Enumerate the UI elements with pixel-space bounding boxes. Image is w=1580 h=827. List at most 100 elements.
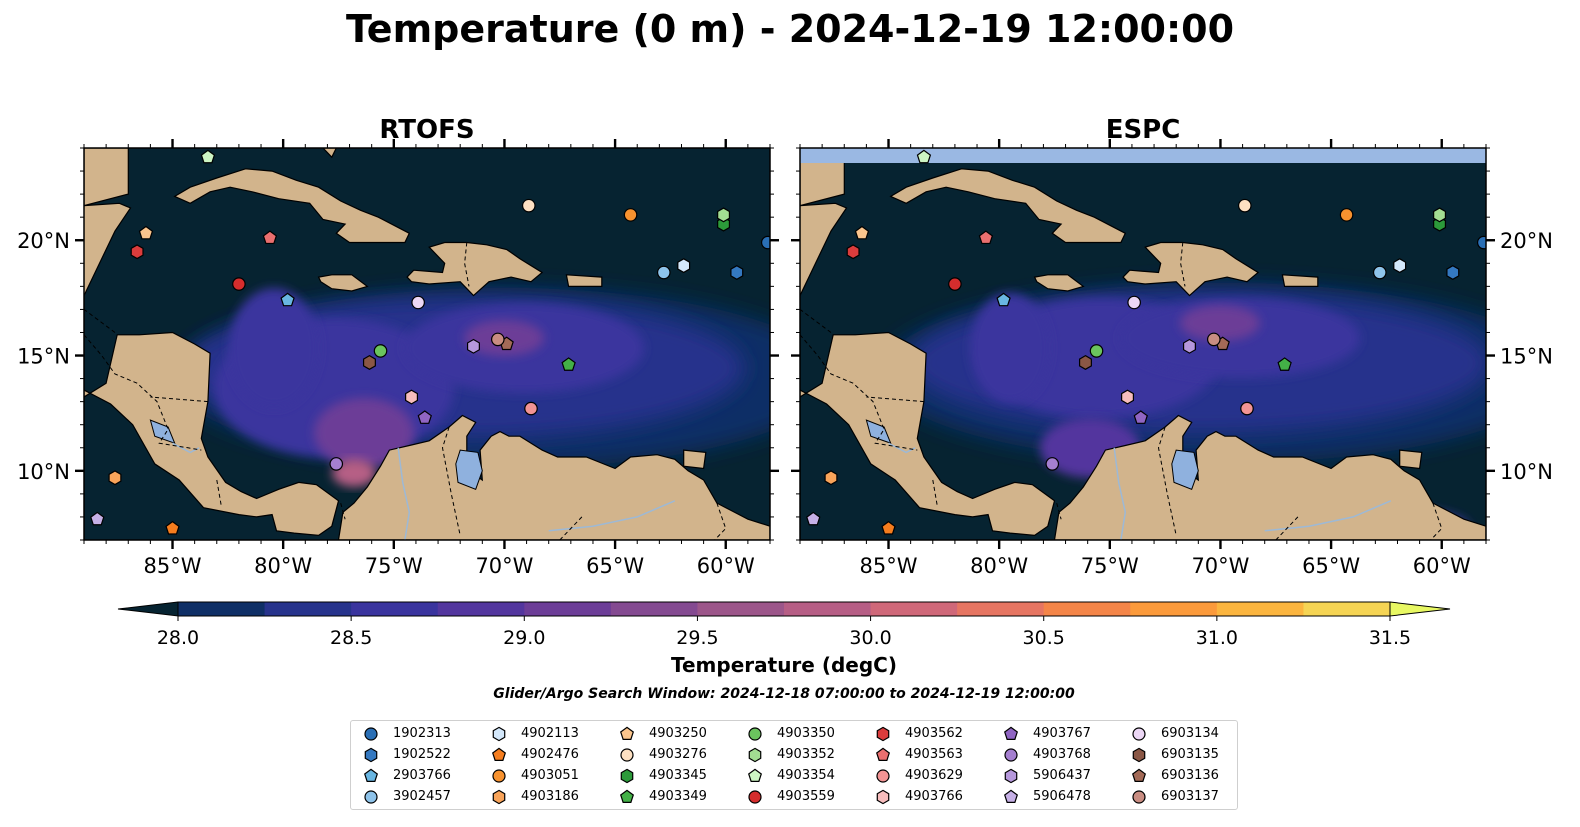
platform-marker-4903562 xyxy=(130,244,144,260)
country-border xyxy=(1157,426,1177,536)
colorbar: 28.0 28.5 29.0 29.5 30.0 30.5 31.0 31.5 xyxy=(117,601,1451,649)
platform-marker-5906478 xyxy=(806,511,821,526)
panel-title-espc: ESPC xyxy=(1106,115,1181,145)
colorbar-segment xyxy=(1303,602,1391,616)
legend-swatch xyxy=(492,747,506,761)
country-border xyxy=(1430,502,1443,540)
colorbar-segment xyxy=(351,602,439,616)
legend-swatch xyxy=(876,768,890,783)
platform-marker-5906437 xyxy=(466,338,480,354)
map-panel-rtofs: RTOFS 85°W 80°W 75°W 70°W 65°W 60°W 10°N 15°N 20… xyxy=(17,115,779,578)
platform-marker-6903137 xyxy=(491,332,505,347)
legend-swatch xyxy=(748,747,762,762)
map-frame xyxy=(799,147,1487,541)
land-puerto-rico xyxy=(565,274,603,287)
legend-label: 6903135 xyxy=(1161,747,1219,762)
platform-marker-4902476 xyxy=(165,520,180,535)
no-data-band xyxy=(800,148,1486,163)
land-jamaica xyxy=(317,274,369,292)
land-honduras-nicaragua xyxy=(800,331,1056,540)
lake xyxy=(865,419,892,445)
platform-marker-1902522 xyxy=(1446,265,1460,281)
legend-swatch xyxy=(1132,789,1146,804)
legend-swatch xyxy=(748,768,762,782)
x-tick-label: 60°W xyxy=(697,554,755,578)
legend-swatch xyxy=(620,768,634,783)
land-trinidad xyxy=(683,449,707,470)
legend-label: 4903629 xyxy=(905,768,963,783)
legend-label: 2903766 xyxy=(393,768,451,783)
country-border xyxy=(1275,516,1299,540)
platform-marker-4902476 xyxy=(881,520,896,535)
platform-marker-4903629 xyxy=(524,401,538,416)
platform-marker-4903559 xyxy=(948,277,962,291)
platform-marker-4903767 xyxy=(417,410,432,424)
colorbar-tick-label: 28.5 xyxy=(330,627,372,649)
country-border xyxy=(714,502,727,540)
platform-marker-6903135 xyxy=(1078,354,1092,370)
colorbar-extend-low xyxy=(117,601,179,617)
legend-marker-pentagon xyxy=(620,789,634,803)
legend-marker-hexagon xyxy=(1132,747,1146,762)
country-border xyxy=(464,242,470,287)
legend-label: 4903562 xyxy=(905,726,963,741)
legend-item: 4903768 xyxy=(1001,744,1091,765)
platform-marker-4903250 xyxy=(138,225,154,240)
platform-marker-4903350 xyxy=(373,344,388,358)
legend-marker-circle xyxy=(364,726,378,741)
country-border xyxy=(1056,502,1062,520)
legend-swatch xyxy=(1132,726,1146,741)
legend-swatch xyxy=(364,789,378,804)
legend-label: 1902313 xyxy=(393,726,451,741)
legend-swatch xyxy=(1132,747,1146,762)
legend-marker-circle xyxy=(364,789,378,804)
legend-swatch xyxy=(876,789,890,804)
legend-item: 4903350 xyxy=(745,723,835,744)
platform-marker-4903352 xyxy=(717,207,731,223)
platform-marker-2903766 xyxy=(996,292,1011,307)
legend-item: 6903137 xyxy=(1129,786,1219,807)
legend-label: 4903051 xyxy=(521,768,579,783)
legend-item: 6903136 xyxy=(1129,765,1219,786)
legend-swatch xyxy=(876,726,890,741)
colorbar-segment xyxy=(264,602,352,616)
platform-marker-4903350 xyxy=(1089,344,1104,358)
colorbar-tick-label: 31.5 xyxy=(1369,627,1411,649)
lake xyxy=(1171,449,1199,490)
land-honduras-nicaragua xyxy=(84,331,340,540)
platform-marker-4903345 xyxy=(1433,216,1447,232)
colorbar-segment xyxy=(524,602,612,616)
colorbar-tick-label: 31.0 xyxy=(1196,627,1238,649)
platform-marker-1902313 xyxy=(1476,235,1486,250)
legend-marker-pentagon xyxy=(1004,726,1018,740)
legend-swatch xyxy=(748,726,762,741)
legend-swatch xyxy=(1004,768,1018,783)
legend-label: 4903766 xyxy=(905,789,963,804)
land-bahamas xyxy=(322,148,337,159)
platform-marker-4903349 xyxy=(561,357,576,371)
river xyxy=(1113,447,1127,540)
x-tick-label: 70°W xyxy=(475,554,533,578)
platform-marker-4903051 xyxy=(1339,208,1354,222)
legend-swatch xyxy=(492,726,506,741)
colorbar-tick-label: 29.5 xyxy=(676,627,718,649)
land-jamaica xyxy=(1033,274,1085,292)
country-border xyxy=(150,396,208,403)
land-yucatan-west xyxy=(84,148,129,207)
legend-item: 4903767 xyxy=(1001,723,1091,744)
legend-item: 2903766 xyxy=(361,765,451,786)
land-south-america xyxy=(1053,414,1486,540)
legend-swatch xyxy=(748,789,762,804)
platform-marker-4903250 xyxy=(854,225,870,240)
platform-marker-4903349 xyxy=(1277,357,1292,371)
legend-label: 6903137 xyxy=(1161,789,1219,804)
land-cuba xyxy=(173,168,411,244)
country-border xyxy=(340,502,346,520)
platform-marker-1902522 xyxy=(730,265,744,281)
colorbar-tick-label: 29.0 xyxy=(503,627,545,649)
platform-marker-4903562 xyxy=(846,244,860,260)
legend-swatch xyxy=(364,747,378,762)
colorbar-segment xyxy=(1216,602,1305,616)
legend-label: 4903350 xyxy=(777,726,835,741)
